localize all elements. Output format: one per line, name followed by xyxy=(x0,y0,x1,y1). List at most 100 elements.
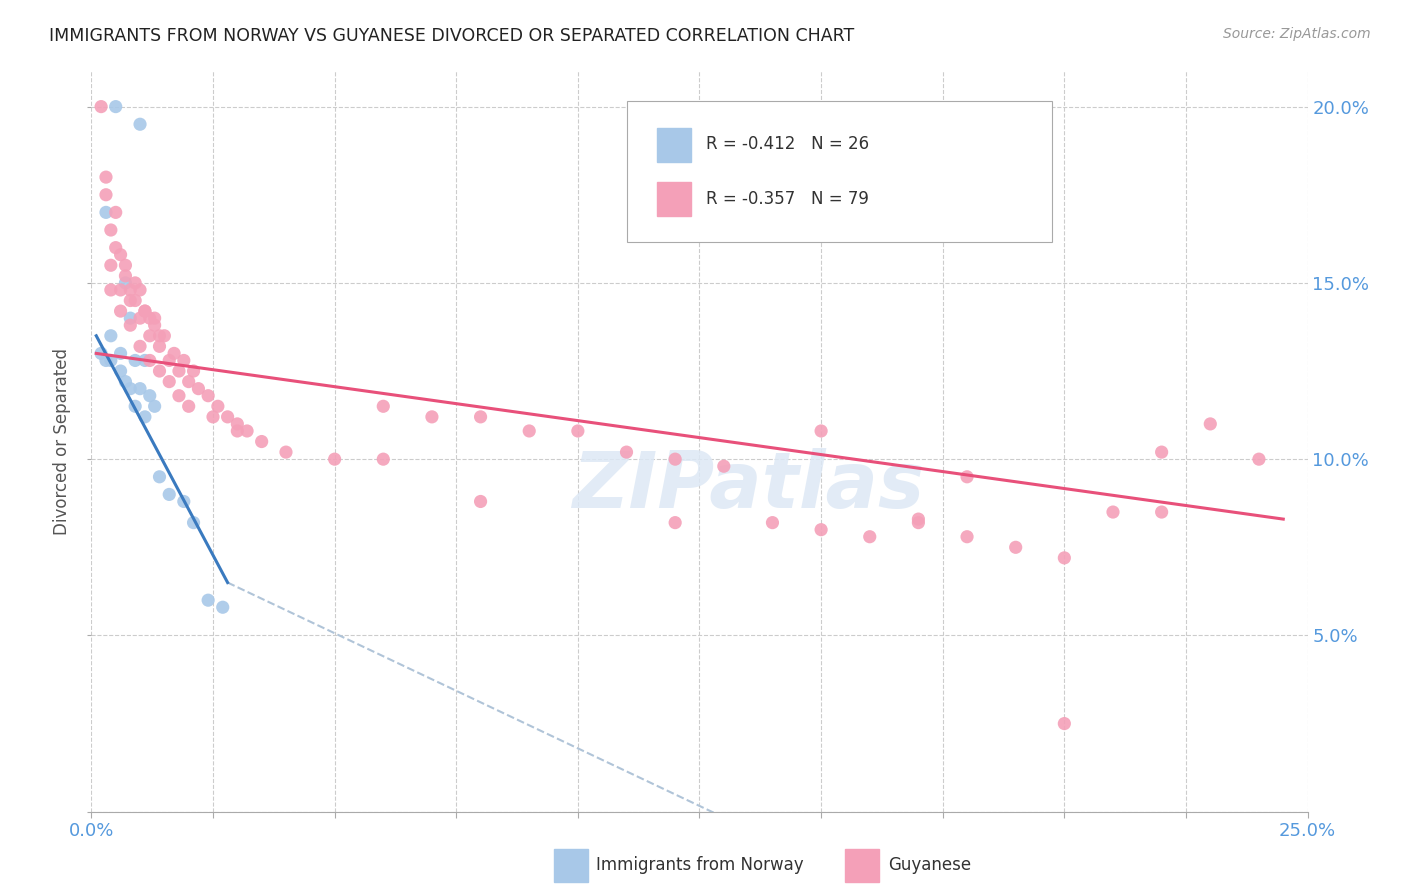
Point xyxy=(207,399,229,413)
Point xyxy=(1199,417,1222,431)
Point xyxy=(124,293,146,308)
Point xyxy=(143,399,166,413)
Point xyxy=(120,318,142,333)
Point xyxy=(139,353,162,368)
Point xyxy=(761,516,783,530)
Point xyxy=(124,399,146,413)
Point xyxy=(226,424,249,438)
Point xyxy=(1053,716,1076,731)
Point xyxy=(907,512,929,526)
Point xyxy=(226,417,249,431)
Point xyxy=(470,494,492,508)
Point xyxy=(250,434,273,449)
Point xyxy=(470,409,492,424)
Text: Source: ZipAtlas.com: Source: ZipAtlas.com xyxy=(1223,27,1371,41)
Point xyxy=(143,311,166,326)
Point xyxy=(167,364,190,378)
Point xyxy=(420,409,443,424)
Point xyxy=(1247,452,1270,467)
Point xyxy=(110,304,132,318)
Point xyxy=(139,389,162,403)
Point xyxy=(157,375,180,389)
Text: R = -0.412   N = 26: R = -0.412 N = 26 xyxy=(706,135,869,153)
Point xyxy=(100,283,122,297)
Point xyxy=(1150,445,1173,459)
Point xyxy=(157,353,180,368)
Point xyxy=(323,452,346,467)
Point xyxy=(120,311,142,326)
Point xyxy=(120,293,142,308)
Point xyxy=(713,459,735,474)
Point xyxy=(177,399,200,413)
Point xyxy=(104,241,127,255)
Point xyxy=(94,353,117,368)
Point xyxy=(90,100,112,114)
Point xyxy=(110,248,132,262)
Point xyxy=(1004,541,1026,555)
Point xyxy=(104,100,127,114)
Point xyxy=(153,328,176,343)
Point xyxy=(148,470,170,484)
Point xyxy=(94,187,117,202)
Point xyxy=(211,600,233,615)
Text: R = -0.357   N = 79: R = -0.357 N = 79 xyxy=(706,190,869,208)
Point xyxy=(139,328,162,343)
Point xyxy=(104,205,127,219)
Point xyxy=(134,353,156,368)
Point xyxy=(129,283,152,297)
Point xyxy=(139,311,162,326)
Point xyxy=(110,346,132,360)
Point xyxy=(157,487,180,501)
Point xyxy=(114,375,136,389)
Point xyxy=(217,409,239,424)
Point xyxy=(143,318,166,333)
Point xyxy=(664,516,686,530)
Point xyxy=(100,353,122,368)
Point xyxy=(567,424,589,438)
Point xyxy=(173,494,195,508)
Point xyxy=(187,382,209,396)
Point xyxy=(110,364,132,378)
Point xyxy=(163,346,186,360)
Point xyxy=(183,364,205,378)
Point xyxy=(1150,505,1173,519)
Point xyxy=(517,424,540,438)
Point xyxy=(120,382,142,396)
FancyBboxPatch shape xyxy=(627,101,1052,242)
Bar xyxy=(657,128,690,161)
Point xyxy=(616,445,638,459)
Point xyxy=(1053,550,1076,565)
Point xyxy=(183,516,205,530)
Point xyxy=(859,530,882,544)
Point xyxy=(129,339,152,353)
Point xyxy=(134,409,156,424)
Point xyxy=(956,530,979,544)
Point xyxy=(956,470,979,484)
Point xyxy=(664,452,686,467)
Point xyxy=(114,258,136,272)
Point xyxy=(124,276,146,290)
Point xyxy=(148,339,170,353)
Text: Immigrants from Norway: Immigrants from Norway xyxy=(596,856,804,874)
Point xyxy=(114,268,136,283)
Point xyxy=(1102,505,1125,519)
Point xyxy=(100,223,122,237)
Point xyxy=(134,304,156,318)
Point xyxy=(148,364,170,378)
Point xyxy=(129,117,152,131)
Point xyxy=(810,523,832,537)
Point xyxy=(197,593,219,607)
Point xyxy=(100,258,122,272)
Point xyxy=(90,346,112,360)
Point xyxy=(129,382,152,396)
Point xyxy=(373,452,395,467)
Point xyxy=(94,205,117,219)
Point xyxy=(124,353,146,368)
Point xyxy=(114,276,136,290)
Point xyxy=(177,375,200,389)
Text: ZIPatlas: ZIPatlas xyxy=(572,448,924,524)
Y-axis label: Divorced or Separated: Divorced or Separated xyxy=(53,348,72,535)
Point xyxy=(373,399,395,413)
Point xyxy=(120,283,142,297)
Point xyxy=(94,170,117,185)
